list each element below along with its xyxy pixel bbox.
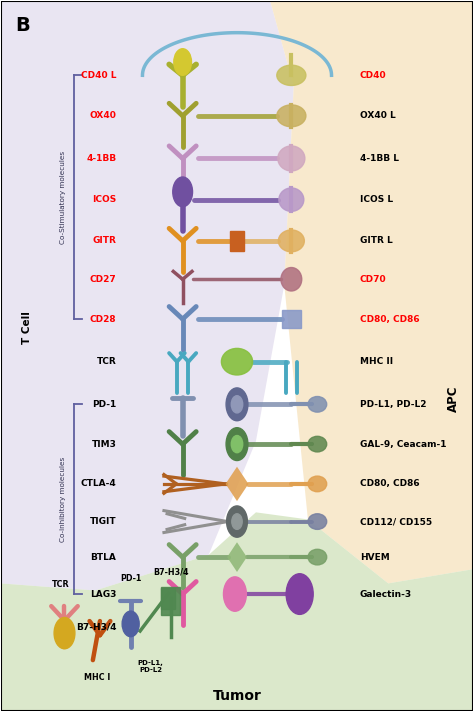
Text: TCR: TCR xyxy=(52,580,70,589)
Text: OX40: OX40 xyxy=(90,111,117,120)
Text: TCR: TCR xyxy=(97,357,117,366)
FancyBboxPatch shape xyxy=(161,587,180,615)
Text: PD-L1, PD-L2: PD-L1, PD-L2 xyxy=(360,400,427,409)
Circle shape xyxy=(227,506,247,538)
Text: Co-Stimulatory molecules: Co-Stimulatory molecules xyxy=(60,151,66,244)
FancyBboxPatch shape xyxy=(282,310,301,328)
Text: MHC II: MHC II xyxy=(360,357,393,366)
Text: CD40 L: CD40 L xyxy=(81,70,117,80)
Ellipse shape xyxy=(277,105,306,127)
Text: APC: APC xyxy=(447,385,460,412)
Ellipse shape xyxy=(308,436,327,452)
Ellipse shape xyxy=(279,188,304,211)
Text: BTLA: BTLA xyxy=(91,553,117,562)
Text: HVEM: HVEM xyxy=(360,553,390,562)
Polygon shape xyxy=(227,543,247,572)
Text: CD70: CD70 xyxy=(360,275,386,284)
Text: B7-H3/4: B7-H3/4 xyxy=(76,623,117,632)
Circle shape xyxy=(226,428,248,461)
Circle shape xyxy=(122,611,139,637)
Ellipse shape xyxy=(308,514,327,530)
Polygon shape xyxy=(226,466,248,501)
Ellipse shape xyxy=(278,146,305,171)
Ellipse shape xyxy=(277,65,306,85)
Text: CD40: CD40 xyxy=(360,70,386,80)
Circle shape xyxy=(286,574,313,614)
Polygon shape xyxy=(270,1,474,583)
Text: GAL-9, Ceacam-1: GAL-9, Ceacam-1 xyxy=(360,439,447,449)
Circle shape xyxy=(232,514,242,530)
Circle shape xyxy=(226,388,248,421)
Text: 4-1BB: 4-1BB xyxy=(86,154,117,163)
Circle shape xyxy=(54,617,75,649)
Text: B7-H3/4: B7-H3/4 xyxy=(153,567,189,576)
Circle shape xyxy=(174,48,191,75)
Text: TIGIT: TIGIT xyxy=(90,517,117,526)
Text: CD80, CD86: CD80, CD86 xyxy=(360,479,419,488)
Text: Co-inhibitory molecules: Co-inhibitory molecules xyxy=(60,456,66,542)
Text: CD27: CD27 xyxy=(90,275,117,284)
FancyBboxPatch shape xyxy=(230,231,244,251)
Polygon shape xyxy=(0,513,474,711)
Circle shape xyxy=(231,436,243,453)
Text: T Cell: T Cell xyxy=(22,311,32,344)
Text: LAG3: LAG3 xyxy=(90,590,117,599)
Text: 4-1BB L: 4-1BB L xyxy=(360,154,399,163)
Polygon shape xyxy=(0,1,294,590)
Text: Galectin-3: Galectin-3 xyxy=(360,590,412,599)
Ellipse shape xyxy=(281,268,302,291)
Text: OX40 L: OX40 L xyxy=(360,111,396,120)
Text: ICOS L: ICOS L xyxy=(360,195,393,204)
Text: CTLA-4: CTLA-4 xyxy=(81,479,117,488)
Circle shape xyxy=(223,577,246,611)
Text: B: B xyxy=(15,16,29,36)
Ellipse shape xyxy=(308,549,327,565)
Text: GITR: GITR xyxy=(92,236,117,246)
Text: TIM3: TIM3 xyxy=(91,439,117,449)
Text: CD112/ CD155: CD112/ CD155 xyxy=(360,517,432,526)
Text: PD-1: PD-1 xyxy=(92,400,117,409)
Ellipse shape xyxy=(308,476,327,492)
Text: PD-1: PD-1 xyxy=(120,575,141,583)
Text: GITR L: GITR L xyxy=(360,236,392,246)
FancyBboxPatch shape xyxy=(161,588,175,609)
Circle shape xyxy=(173,177,192,206)
Text: Tumor: Tumor xyxy=(212,689,262,703)
Circle shape xyxy=(231,396,243,413)
Text: ICOS: ICOS xyxy=(92,195,117,204)
Text: CD28: CD28 xyxy=(90,315,117,323)
Text: CD80, CD86: CD80, CD86 xyxy=(360,315,419,323)
Ellipse shape xyxy=(221,348,253,375)
Ellipse shape xyxy=(278,230,304,252)
Ellipse shape xyxy=(308,397,327,412)
Text: MHC I: MHC I xyxy=(84,673,111,682)
Text: PD-L1,
PD-L2: PD-L1, PD-L2 xyxy=(137,660,164,673)
